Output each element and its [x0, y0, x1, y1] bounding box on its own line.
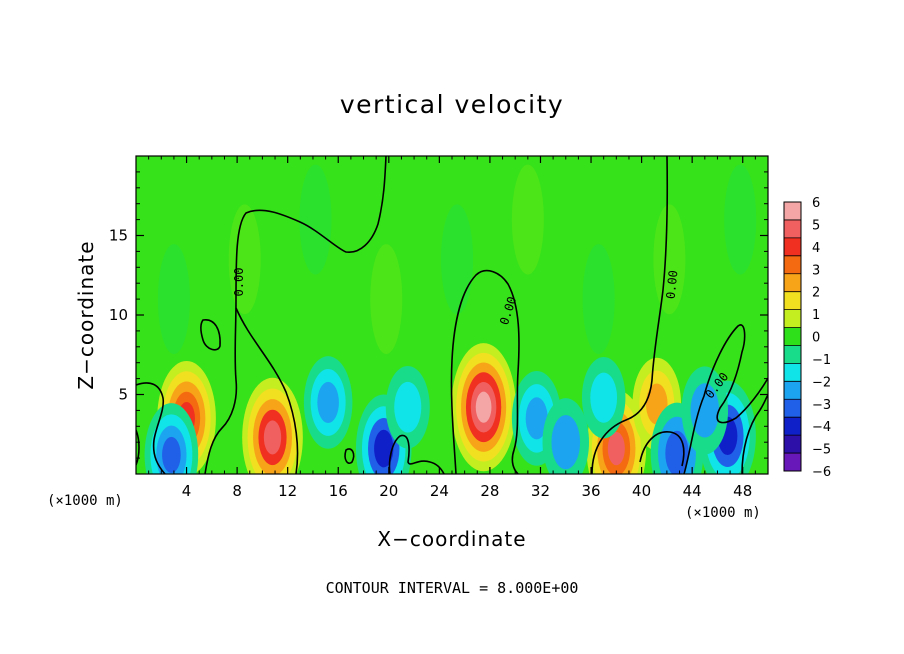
colorbar-swatch	[784, 255, 801, 275]
field-cell	[551, 415, 581, 470]
x-tick-label: 12	[278, 482, 297, 500]
contour-line	[204, 156, 387, 474]
x-tick-label: 8	[232, 482, 242, 500]
y-tick-label: 5	[118, 386, 128, 404]
colorbar-label: 5	[812, 218, 820, 233]
colorbar-label: −5	[812, 443, 831, 458]
colorbar-label: −4	[812, 420, 831, 435]
colorbar-swatch	[784, 273, 801, 293]
field-cell	[374, 429, 394, 468]
colorbar-swatch	[784, 202, 801, 221]
contour-line	[639, 431, 685, 467]
x-tick-label: 4	[182, 482, 192, 500]
colorbar-frame	[783, 201, 802, 472]
colorbar-swatch	[784, 363, 801, 382]
field-cell	[317, 381, 339, 424]
colorbar-swatch	[784, 399, 801, 418]
contour-line	[136, 382, 166, 474]
x-tick-label: 40	[632, 482, 651, 500]
field-cell	[394, 381, 422, 433]
x-tick-label: 44	[683, 482, 702, 500]
x-tick-label: 32	[531, 482, 550, 500]
contour-interval-note: CONTOUR INTERVAL = 8.000E+00	[326, 579, 579, 597]
field-cell	[162, 436, 181, 473]
x-tick-label: 16	[329, 482, 348, 500]
field-texture	[157, 244, 190, 355]
field-texture	[653, 204, 686, 315]
x-tick-label: 24	[430, 482, 449, 500]
colorbar-label: −6	[812, 465, 831, 480]
colorbar-swatch	[784, 417, 801, 436]
colorbar-swatch	[784, 345, 801, 364]
field-cell	[690, 383, 720, 438]
colorbar-label: 4	[812, 241, 820, 256]
contour-line	[741, 394, 768, 474]
colorbar-label: 6	[812, 196, 820, 211]
colorbar-swatch	[784, 237, 801, 257]
contour-line	[235, 307, 299, 474]
field-cell	[590, 372, 618, 423]
x-axis-label: X−coordinate	[377, 527, 526, 551]
contour-line	[344, 448, 355, 465]
colorbar-label: 1	[812, 308, 820, 323]
y-axis-label: Z−coordinate	[74, 240, 98, 389]
contour-line	[450, 269, 520, 474]
x-tick-label: 48	[733, 482, 752, 500]
x-unit-label-left: (×1000 m)	[47, 493, 123, 509]
colorbar-swatch	[784, 327, 801, 346]
field-texture	[582, 244, 615, 355]
colorbar-label: −1	[812, 353, 831, 368]
field-texture	[370, 244, 403, 355]
field-cell	[525, 397, 548, 440]
x-tick-label: 28	[480, 482, 499, 500]
contour-label: 0.00	[664, 269, 681, 299]
field-texture	[228, 204, 261, 315]
x-tick-label: 20	[379, 482, 398, 500]
zero-contour-lines	[136, 156, 768, 474]
field-cell	[263, 420, 282, 455]
colorbar-label: 0	[812, 331, 820, 346]
contour-line	[591, 156, 669, 474]
colorbar: 6 5 4 3 2 1 0 −1 −2 −3 −4 −5 −6	[783, 196, 831, 480]
colorbar-swatch	[784, 453, 801, 472]
field-texture	[511, 164, 544, 275]
colorbar-label: −3	[812, 398, 831, 413]
field-texture	[724, 164, 757, 275]
x-unit-label-right: (×1000 m)	[685, 505, 761, 521]
colorbar-swatch	[784, 381, 801, 400]
field-texture	[299, 164, 332, 275]
x-tick-label: 36	[581, 482, 600, 500]
field-cell	[607, 431, 625, 466]
field-texture	[441, 204, 474, 315]
chart-title: vertical velocity	[340, 90, 564, 119]
colorbar-swatch	[784, 219, 801, 239]
colorbar-swatch	[784, 309, 801, 328]
colorbar-label: 2	[812, 286, 820, 301]
colorbar-swatch	[784, 291, 801, 310]
contour-label: 0.00	[232, 268, 246, 297]
contour-line	[136, 429, 140, 466]
contour-line	[683, 324, 768, 474]
field-cell	[475, 391, 492, 423]
y-tick-label: 15	[109, 227, 128, 245]
y-tick-label: 10	[109, 306, 128, 324]
contour-line	[199, 319, 221, 351]
contour-line	[388, 434, 445, 474]
colorbar-swatch	[784, 435, 801, 454]
velocity-field	[136, 156, 768, 474]
colorbar-label: −2	[812, 375, 831, 390]
colorbar-label: 3	[812, 263, 820, 278]
